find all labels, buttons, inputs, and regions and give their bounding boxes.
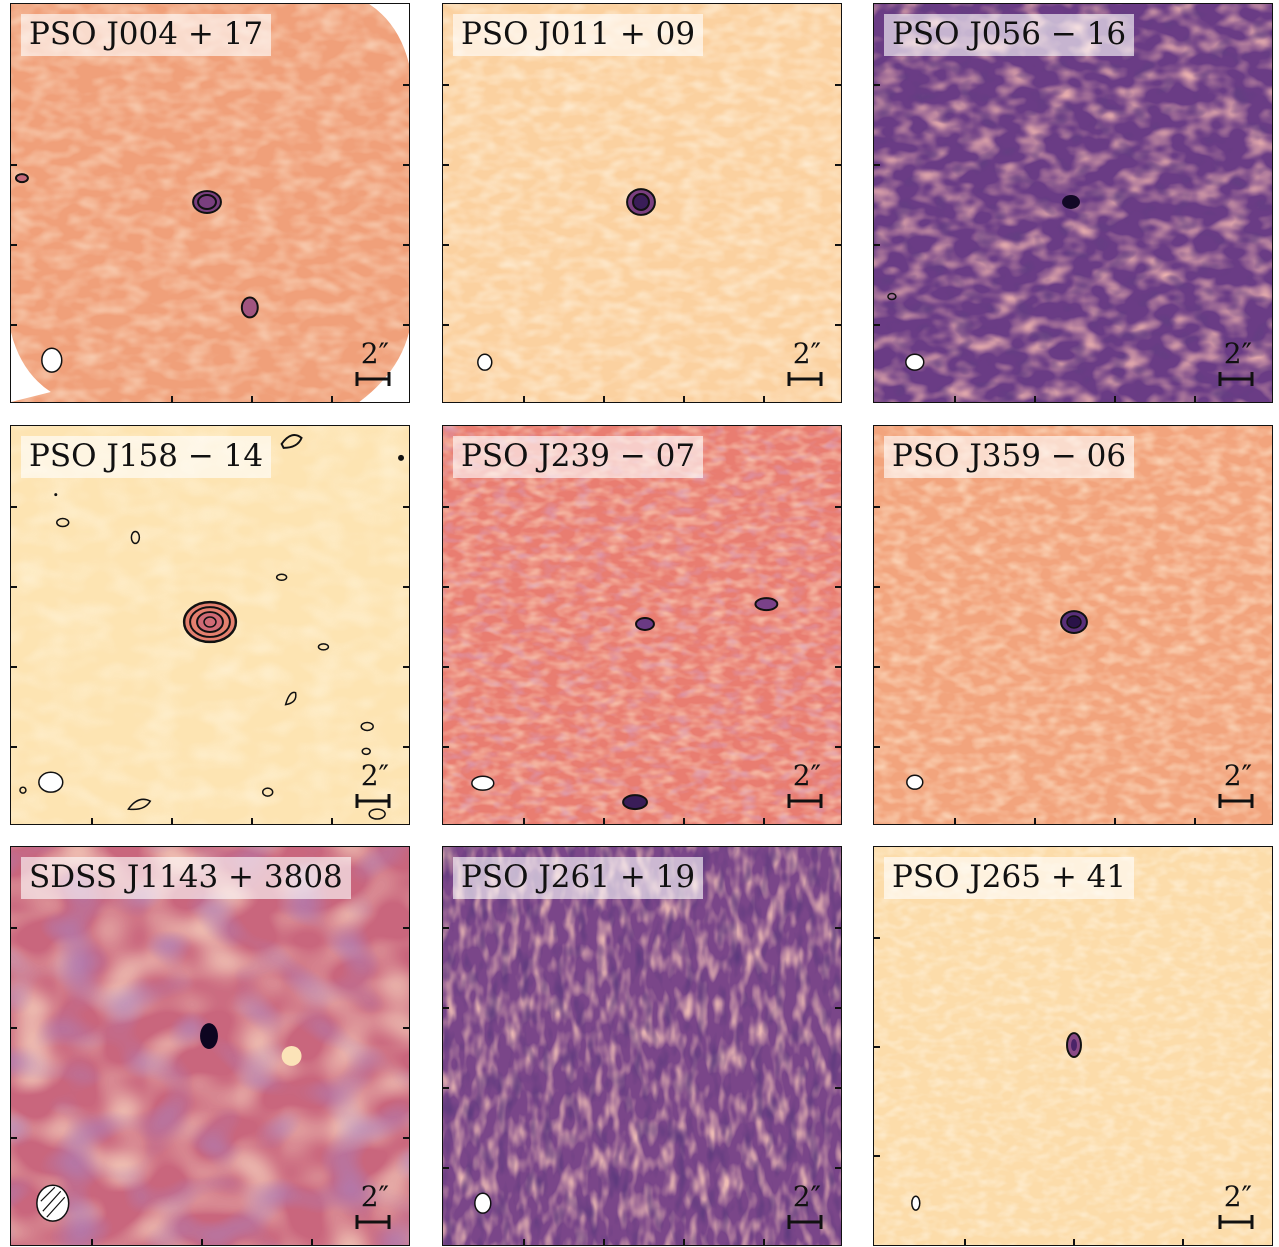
scale-bar: [1218, 794, 1254, 808]
scale-label: 2″: [1223, 1180, 1252, 1213]
panel-title: PSO J239 − 07: [453, 436, 704, 478]
scale-label: 2″: [360, 759, 389, 792]
scale-label: 2″: [360, 337, 389, 370]
scale-bar: [1218, 1215, 1254, 1229]
panel-title: PSO J056 − 16: [884, 14, 1135, 56]
panel-pso-j239: PSO J239 − 07 2″: [442, 425, 842, 825]
scale-bar: [787, 794, 823, 808]
emission-map: [443, 4, 841, 402]
panel-title: PSO J359 − 06: [884, 436, 1135, 478]
scale-label: 2″: [360, 1180, 389, 1213]
panel-title: PSO J265 + 41: [884, 857, 1135, 899]
emission-map: [11, 426, 409, 824]
panel-pso-j158: PSO J158 − 14 2″: [10, 425, 410, 825]
panel-title: PSO J261 + 19: [453, 857, 704, 899]
panel-pso-j004: PSO J004 + 17 2″: [10, 3, 410, 403]
emission-map: [443, 426, 841, 824]
scale-label: 2″: [792, 337, 821, 370]
scale-bar: [1218, 372, 1254, 386]
emission-map: [874, 426, 1272, 824]
scale-bar: [355, 1215, 391, 1229]
panel-sdss-j1143: SDSS J1143 + 3808 2″: [10, 846, 410, 1246]
emission-map: [11, 847, 409, 1245]
emission-map: [443, 847, 841, 1245]
panel-title: PSO J011 + 09: [453, 14, 704, 56]
scale-bar: [787, 1215, 823, 1229]
scale-label: 2″: [1223, 337, 1252, 370]
scale-label: 2″: [792, 759, 821, 792]
emission-map: [11, 4, 409, 402]
scale-bar: [355, 372, 391, 386]
panel-pso-j359: PSO J359 − 06 2″: [873, 425, 1273, 825]
scale-bar: [355, 794, 391, 808]
panel-pso-j011: PSO J011 + 09 2″: [442, 3, 842, 403]
panel-pso-j056: PSO J056 − 16 2″: [873, 3, 1273, 403]
scale-bar: [787, 372, 823, 386]
emission-map: [874, 4, 1272, 402]
scale-label: 2″: [792, 1180, 821, 1213]
panel-title: PSO J158 − 14: [21, 436, 272, 478]
scale-label: 2″: [1223, 759, 1252, 792]
panel-title: SDSS J1143 + 3808: [21, 857, 351, 899]
panel-pso-j265: PSO J265 + 41 2″: [873, 846, 1273, 1246]
panel-pso-j261: PSO J261 + 19 2″: [442, 846, 842, 1246]
panel-title: PSO J004 + 17: [21, 14, 272, 56]
emission-map: [874, 847, 1272, 1245]
